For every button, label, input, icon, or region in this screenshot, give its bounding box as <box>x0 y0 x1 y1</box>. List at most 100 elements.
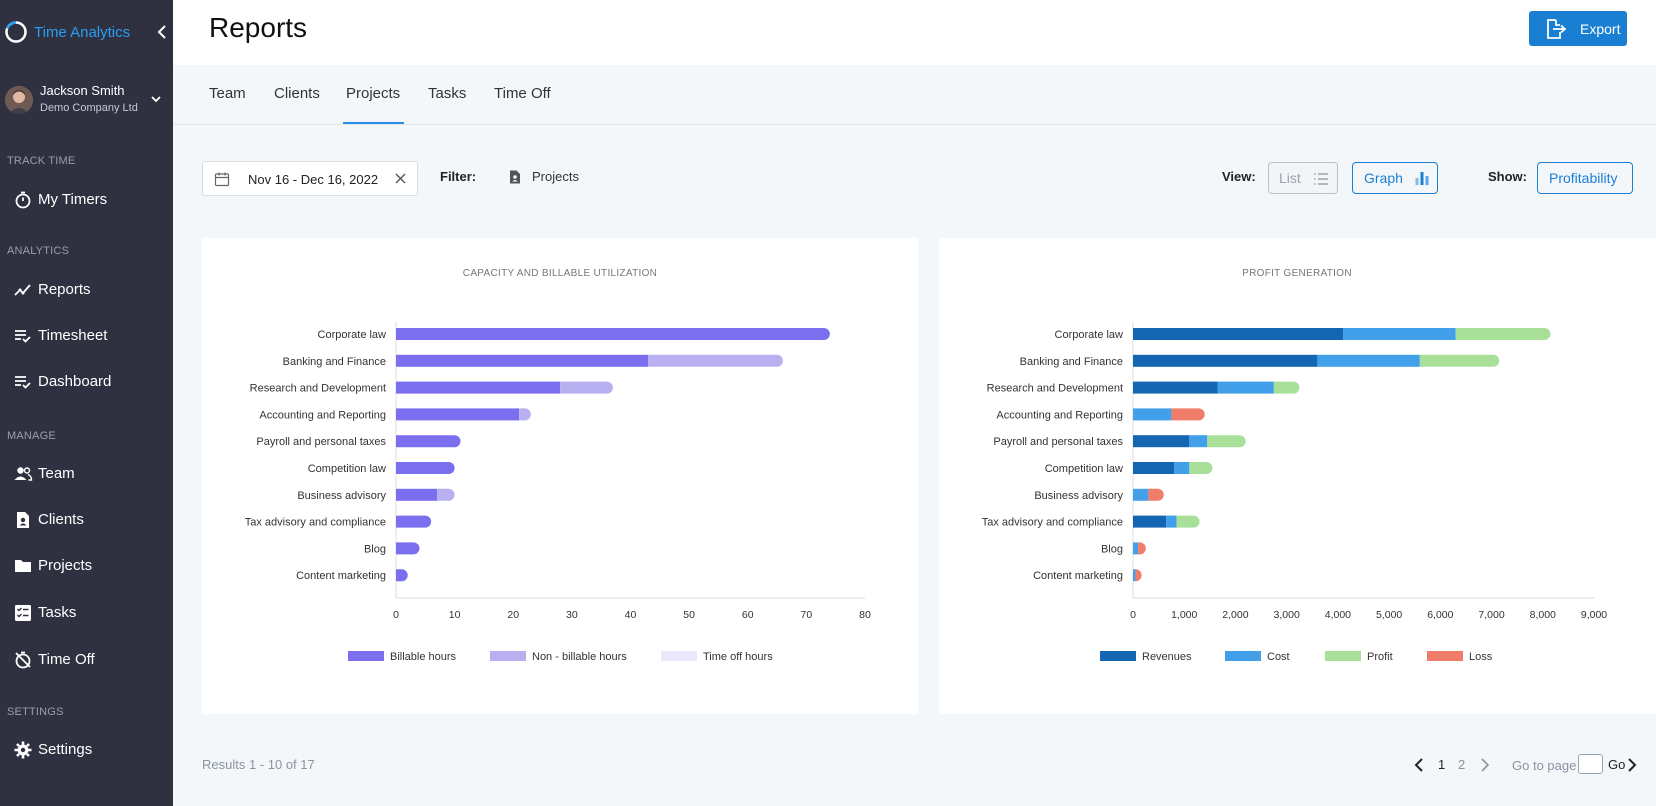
bar-profit[interactable] <box>1455 328 1551 340</box>
bar-segment[interactable] <box>1217 381 1274 394</box>
tab-tasks[interactable]: Tasks <box>428 85 467 102</box>
view-graph-button[interactable]: Graph <box>1352 162 1438 194</box>
legend-item-profit[interactable]: Profit <box>1325 651 1393 663</box>
bar-segment[interactable] <box>560 381 613 394</box>
bar-segment[interactable] <box>396 542 420 555</box>
sidebar-item-settings[interactable]: Settings <box>0 732 173 768</box>
bar-billable-hours[interactable] <box>396 462 455 474</box>
tab-projects[interactable]: Projects <box>346 85 401 102</box>
collapse-sidebar-icon[interactable] <box>156 24 168 40</box>
bar-non-billable-hours[interactable] <box>648 354 783 367</box>
bar-segment[interactable] <box>1133 408 1172 421</box>
bar-segment[interactable] <box>1133 569 1136 582</box>
bar-segment[interactable] <box>519 408 531 421</box>
goto-page-input[interactable] <box>1578 754 1603 774</box>
legend-item-loss[interactable]: Loss <box>1427 651 1493 663</box>
bar-segment[interactable] <box>1455 328 1551 340</box>
bar-segment[interactable] <box>1273 381 1300 394</box>
bar-segment[interactable] <box>1135 569 1142 582</box>
bar-profit[interactable] <box>1189 462 1213 474</box>
bar-segment[interactable] <box>396 328 830 340</box>
bar-segment[interactable] <box>1189 462 1213 474</box>
bar-revenues[interactable] <box>1133 354 1318 367</box>
bar-non-billable-hours[interactable] <box>560 381 613 394</box>
bar-cost[interactable] <box>1173 462 1190 474</box>
chevron-down-icon[interactable] <box>150 93 162 105</box>
go-button[interactable]: Go <box>1608 757 1626 772</box>
bar-segment[interactable] <box>1133 488 1149 501</box>
tab-clients[interactable]: Clients <box>274 85 320 102</box>
bar-cost[interactable] <box>1189 435 1208 448</box>
bar-segment[interactable] <box>1419 354 1500 367</box>
sidebar-item-tasks[interactable]: Tasks <box>0 595 173 631</box>
bar-loss[interactable] <box>1148 488 1164 501</box>
bar-non-billable-hours[interactable] <box>519 408 531 421</box>
chevron-right-icon[interactable] <box>1478 757 1492 773</box>
bar-loss[interactable] <box>1138 542 1146 555</box>
bar-segment[interactable] <box>396 408 520 421</box>
chevron-right-icon[interactable] <box>1626 757 1638 773</box>
bar-billable-hours[interactable] <box>396 381 561 394</box>
sidebar-item-team[interactable]: Team <box>0 456 173 492</box>
clear-icon[interactable] <box>394 172 407 185</box>
bar-segment[interactable] <box>1133 462 1174 474</box>
bar-revenues[interactable] <box>1133 435 1190 448</box>
bar-profit[interactable] <box>1176 515 1200 528</box>
bar-segment[interactable] <box>1173 462 1190 474</box>
bar-segment[interactable] <box>396 435 461 448</box>
bar-billable-hours[interactable] <box>396 515 432 528</box>
bar-segment[interactable] <box>396 462 455 474</box>
chevron-left-icon[interactable] <box>1412 757 1426 773</box>
bar-billable-hours[interactable] <box>396 354 649 367</box>
sidebar-item-reports[interactable]: Reports <box>0 272 173 308</box>
bar-billable-hours[interactable] <box>396 488 438 501</box>
bar-billable-hours[interactable] <box>396 569 408 582</box>
view-list-button[interactable]: List <box>1268 162 1338 194</box>
bar-cost[interactable] <box>1317 354 1420 367</box>
bar-cost[interactable] <box>1343 328 1456 340</box>
bar-segment[interactable] <box>1133 542 1139 555</box>
bar-segment[interactable] <box>396 488 438 501</box>
bar-billable-hours[interactable] <box>396 408 520 421</box>
page-1[interactable]: 1 <box>1438 757 1446 772</box>
bar-revenues[interactable] <box>1133 462 1174 474</box>
bar-segment[interactable] <box>1148 488 1164 501</box>
bar-cost[interactable] <box>1133 408 1172 421</box>
bar-segment[interactable] <box>1189 435 1208 448</box>
sidebar-item-my-timers[interactable]: My Timers <box>0 182 173 218</box>
bar-segment[interactable] <box>1133 435 1190 448</box>
bar-profit[interactable] <box>1419 354 1500 367</box>
bar-segment[interactable] <box>396 569 408 582</box>
bar-loss[interactable] <box>1135 569 1142 582</box>
bar-segment[interactable] <box>437 488 455 501</box>
bar-segment[interactable] <box>1317 354 1420 367</box>
bar-profit[interactable] <box>1207 435 1246 448</box>
sidebar-item-clients[interactable]: Clients <box>0 502 173 538</box>
bar-segment[interactable] <box>1166 515 1177 528</box>
user-menu[interactable]: Jackson Smith Demo Company Ltd <box>0 80 173 124</box>
legend-item-revenues[interactable]: Revenues <box>1100 651 1192 663</box>
tab-time-off[interactable]: Time Off <box>494 85 551 102</box>
bar-revenues[interactable] <box>1133 515 1167 528</box>
show-profitability-button[interactable]: Profitability <box>1537 162 1633 194</box>
date-range-picker[interactable]: Nov 16 - Dec 16, 2022 <box>202 161 418 196</box>
brand[interactable]: Time Analytics <box>0 14 173 50</box>
bar-segment[interactable] <box>396 354 649 367</box>
legend-item-billable-hours[interactable]: Billable hours <box>348 651 457 663</box>
export-button[interactable]: Export <box>1529 11 1627 46</box>
bar-revenues[interactable] <box>1133 328 1344 340</box>
bar-segment[interactable] <box>1138 542 1146 555</box>
sidebar-item-time-off[interactable]: Time Off <box>0 642 173 678</box>
sidebar-item-dashboard[interactable]: Dashboard <box>0 364 173 400</box>
bar-segment[interactable] <box>1171 408 1205 421</box>
sidebar-item-projects[interactable]: Projects <box>0 548 173 584</box>
bar-cost[interactable] <box>1166 515 1177 528</box>
bar-segment[interactable] <box>1133 381 1218 394</box>
bar-segment[interactable] <box>1133 354 1318 367</box>
bar-segment[interactable] <box>648 354 783 367</box>
bar-segment[interactable] <box>1176 515 1200 528</box>
bar-billable-hours[interactable] <box>396 328 830 340</box>
legend-item-time-off-hours[interactable]: Time off hours <box>661 651 773 663</box>
bar-profit[interactable] <box>1273 381 1300 394</box>
bar-revenues[interactable] <box>1133 381 1218 394</box>
